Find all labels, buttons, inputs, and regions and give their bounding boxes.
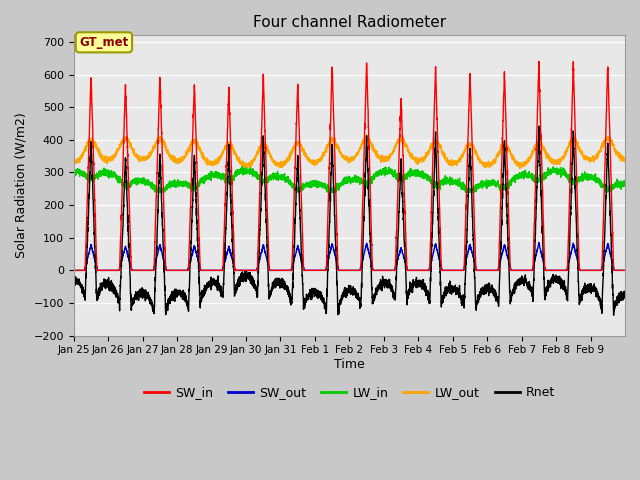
Line: SW_in: SW_in [74, 61, 625, 270]
LW_out [370, 146, 378, 152]
SW_in [184, 267, 192, 273]
Legend: SW_in, SW_out, LW_in, LW_out, Rnet: SW_in, SW_out, LW_in, LW_out, Rnet [139, 382, 560, 405]
LW_in [501, 184, 509, 190]
SW_out [399, 252, 407, 258]
LW_in [400, 174, 408, 180]
LW_in [152, 189, 160, 195]
LW_out [70, 158, 77, 164]
LW_out [542, 151, 550, 156]
Rnet [610, 312, 618, 318]
LW_in [70, 168, 77, 174]
SW_out [70, 267, 77, 273]
Rnet [528, 287, 536, 293]
Rnet [542, 286, 550, 291]
SW_out [370, 267, 378, 273]
LW_in [621, 179, 629, 184]
Y-axis label: Solar Radiation (W/m2): Solar Radiation (W/m2) [15, 113, 28, 258]
Line: SW_out: SW_out [74, 242, 625, 270]
SW_out [528, 267, 536, 273]
Line: Rnet: Rnet [74, 126, 625, 315]
Text: GT_met: GT_met [79, 36, 129, 49]
LW_out [621, 156, 629, 162]
Rnet [370, 294, 378, 300]
SW_in [500, 75, 508, 81]
LW_in [184, 183, 192, 189]
LW_in [528, 170, 536, 176]
Rnet [621, 290, 629, 296]
LW_out [516, 166, 524, 171]
SW_out [621, 267, 629, 273]
LW_out [399, 138, 407, 144]
Line: LW_in: LW_in [74, 166, 625, 192]
LW_out [500, 140, 508, 145]
Rnet [500, 139, 508, 145]
Rnet [535, 123, 543, 129]
LW_out [362, 132, 370, 138]
SW_out [500, 242, 508, 248]
SW_in [70, 267, 77, 273]
SW_in [621, 267, 629, 273]
SW_out [542, 267, 550, 273]
LW_out [184, 146, 192, 152]
SW_in [542, 267, 550, 273]
Rnet [184, 306, 192, 312]
SW_in [370, 267, 378, 273]
LW_out [528, 153, 536, 158]
LW_in [239, 163, 246, 169]
Title: Four channel Radiometer: Four channel Radiometer [253, 15, 446, 30]
Rnet [399, 216, 407, 222]
LW_in [542, 176, 550, 181]
SW_out [184, 266, 192, 272]
SW_out [535, 240, 543, 245]
SW_in [528, 267, 536, 273]
SW_in [535, 59, 543, 64]
Line: LW_out: LW_out [74, 135, 625, 168]
Rnet [70, 276, 77, 282]
SW_in [399, 161, 407, 167]
X-axis label: Time: Time [334, 358, 365, 371]
LW_in [370, 176, 378, 182]
